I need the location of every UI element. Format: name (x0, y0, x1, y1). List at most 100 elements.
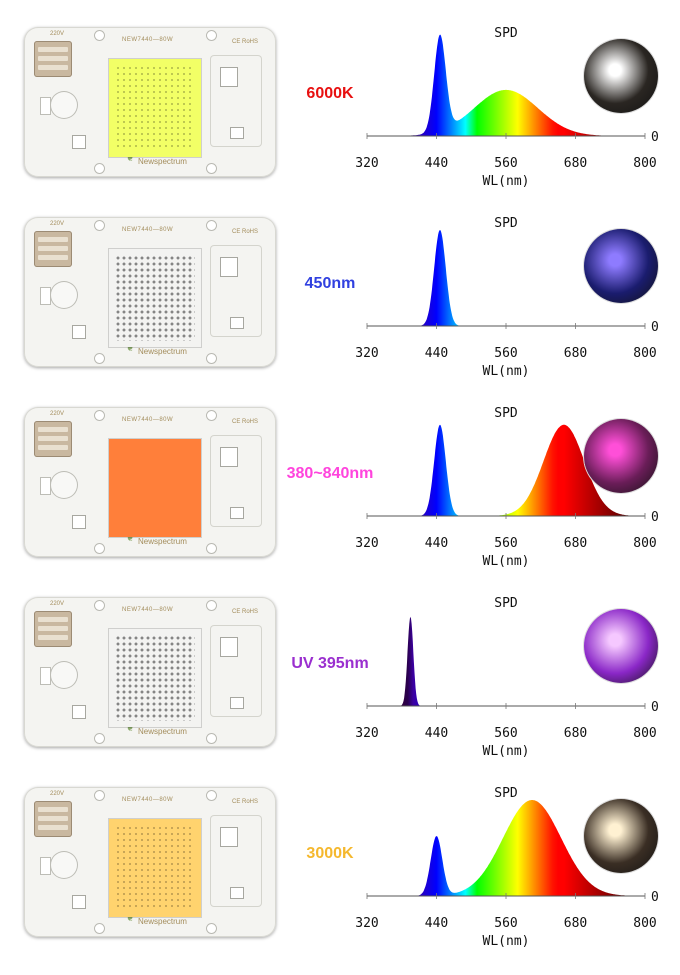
driver-component (40, 277, 80, 327)
led-chip (109, 59, 201, 157)
x-tick-label: 680 (564, 346, 587, 361)
model-label: NEW7440—80W (122, 417, 174, 423)
cob-led-board: 220V NEW7440—80W CE RoHS ❦ Newspectrum (24, 597, 276, 747)
x-tick-label: 320 (355, 346, 378, 361)
component-pad (72, 325, 86, 339)
application-photo (584, 419, 658, 493)
voltage-label: 220V (50, 221, 65, 227)
x-tick-label: 320 (355, 916, 378, 931)
mounting-hole (206, 163, 217, 174)
power-connector (34, 41, 72, 77)
x-axis-label: WL(nm) (483, 934, 530, 949)
led-chip (109, 629, 201, 727)
mounting-hole (206, 220, 217, 231)
spd-chart: SPD 320 440 560 680 800 0 WL(nm) (355, 786, 659, 949)
component-pad (220, 827, 238, 847)
y-zero-label: 0 (651, 510, 659, 525)
mounting-hole (94, 410, 105, 421)
x-tick-label: 440 (425, 346, 448, 361)
x-tick-label: 440 (425, 156, 448, 171)
mounting-hole (94, 923, 105, 934)
x-tick-label: 800 (633, 726, 656, 741)
spec-label: 450nm (304, 275, 356, 292)
voltage-label: 220V (50, 791, 65, 797)
mounting-hole (94, 163, 105, 174)
driver-component (40, 847, 80, 897)
mounting-hole (206, 790, 217, 801)
product-row: 220V NEW7440—80W CE RoHS ❦ Newspectrum 3000K S… (0, 775, 680, 965)
x-tick-label: 320 (355, 156, 378, 171)
led-chip-grid (115, 65, 195, 151)
cob-led-board: 220V NEW7440—80W CE RoHS ❦ Newspectrum (24, 27, 276, 177)
cert-label: CE RoHS (232, 419, 259, 425)
y-zero-label: 0 (651, 890, 659, 905)
driver-component (40, 467, 80, 517)
application-photo (584, 39, 658, 113)
led-chip (109, 439, 201, 537)
product-row: 220V NEW7440—80W CE RoHS ❦ Newspectrum 6000K S… (0, 15, 680, 205)
application-photo (584, 799, 658, 873)
component-pad (72, 705, 86, 719)
x-tick-label: 440 (425, 726, 448, 741)
model-label: NEW7440—80W (122, 37, 174, 43)
spec-label: UV 395nm (291, 655, 369, 672)
application-photo (584, 229, 658, 303)
component-pad (220, 257, 238, 277)
y-zero-label: 0 (651, 130, 659, 145)
mounting-hole (206, 923, 217, 934)
leaf-logo-icon: ❦ (126, 153, 135, 164)
x-tick-label: 560 (494, 346, 517, 361)
x-tick-label: 320 (355, 536, 378, 551)
brand-label: Newspectrum (138, 537, 187, 546)
power-connector (34, 231, 72, 267)
chart-title: SPD (494, 26, 518, 41)
chart-title: SPD (494, 786, 518, 801)
component-pad (72, 135, 86, 149)
cert-label: CE RoHS (232, 799, 259, 805)
x-tick-label: 320 (355, 726, 378, 741)
x-tick-label: 560 (494, 156, 517, 171)
mounting-hole (94, 790, 105, 801)
spectrum-area (367, 424, 645, 516)
led-chip-grid (115, 255, 195, 341)
mounting-hole (206, 410, 217, 421)
mounting-hole (94, 733, 105, 744)
brand-label: Newspectrum (138, 347, 187, 356)
leaf-logo-icon: ❦ (126, 913, 135, 924)
cob-led-board: 220V NEW7440—80W CE RoHS ❦ Newspectrum (24, 407, 276, 557)
led-chip-grid (115, 825, 195, 911)
led-chip (109, 819, 201, 917)
model-label: NEW7440—80W (122, 227, 174, 233)
chart-title: SPD (494, 406, 518, 421)
spd-chart: SPD 320 440 560 680 800 0 WL(nm) (355, 26, 659, 189)
cert-label: CE RoHS (232, 229, 259, 235)
spectrum-area (367, 800, 645, 896)
voltage-label: 220V (50, 31, 65, 37)
component-pad (230, 507, 244, 519)
x-tick-label: 440 (425, 916, 448, 931)
x-tick-label: 560 (494, 916, 517, 931)
spec-label: 380~840nm (286, 465, 374, 482)
spectrum-area (367, 34, 645, 136)
product-row: 220V NEW7440—80W CE RoHS ❦ Newspectrum 450nm S… (0, 205, 680, 395)
spec-label: 6000K (306, 85, 354, 102)
model-label: NEW7440—80W (122, 797, 174, 803)
x-tick-label: 800 (633, 916, 656, 931)
voltage-label: 220V (50, 601, 65, 607)
x-tick-label: 560 (494, 536, 517, 551)
x-tick-label: 680 (564, 156, 587, 171)
x-axis-label: WL(nm) (483, 744, 530, 759)
component-pad (230, 887, 244, 899)
x-tick-label: 680 (564, 536, 587, 551)
component-pad (230, 697, 244, 709)
chart-title: SPD (494, 216, 518, 231)
component-pad (72, 515, 86, 529)
x-tick-label: 680 (564, 916, 587, 931)
chart-title: SPD (494, 596, 518, 611)
component-pad (230, 317, 244, 329)
x-tick-label: 800 (633, 156, 656, 171)
x-axis-label: WL(nm) (483, 554, 530, 569)
mounting-hole (94, 600, 105, 611)
power-connector (34, 801, 72, 837)
brand-label: Newspectrum (138, 157, 187, 166)
